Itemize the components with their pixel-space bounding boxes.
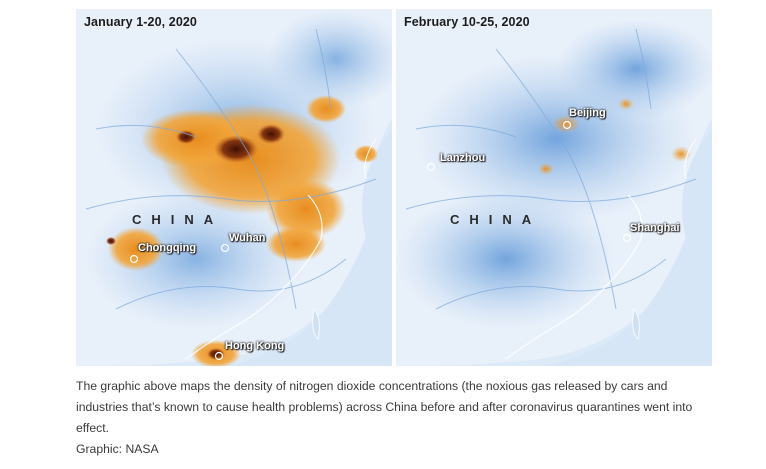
map-before-country-label: CHINA (132, 212, 224, 227)
no2-comparison-figure: January 1-20, 2020 CHINA Chongqing Wuhan… (76, 9, 712, 366)
map-after-country-label: CHINA (450, 212, 542, 227)
map-before-graphic (76, 9, 392, 366)
map-after-title: February 10-25, 2020 (404, 15, 530, 29)
city-label-lanzhou: Lanzhou (440, 152, 486, 164)
city-label-wuhan: Wuhan (229, 232, 266, 244)
city-label-hong-kong: Hong Kong (225, 340, 285, 352)
city-label-beijing: Beijing (569, 107, 606, 119)
figure-credit: Graphic: NASA (76, 442, 159, 456)
map-after-graphic (396, 9, 712, 366)
map-after-quarantine: February 10-25, 2020 CHINA Beijing Lanzh… (396, 9, 712, 366)
map-before-title: January 1-20, 2020 (84, 15, 197, 29)
map-before-quarantine: January 1-20, 2020 CHINA Chongqing Wuhan… (76, 9, 392, 366)
city-label-chongqing: Chongqing (138, 242, 197, 254)
figure-caption: The graphic above maps the density of ni… (76, 379, 693, 435)
city-label-shanghai: Shanghai (630, 222, 680, 234)
